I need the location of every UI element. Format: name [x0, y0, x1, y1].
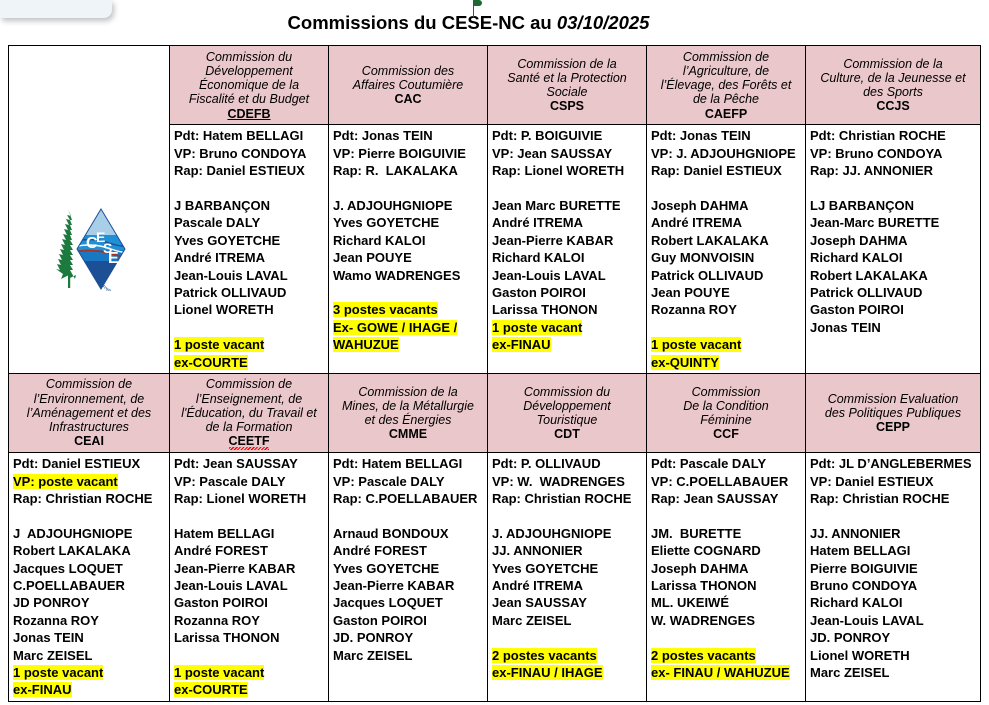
svg-text:E: E [108, 250, 119, 267]
svg-text:Nouvelle-Calédonie: Nouvelle-Calédonie [96, 278, 127, 291]
